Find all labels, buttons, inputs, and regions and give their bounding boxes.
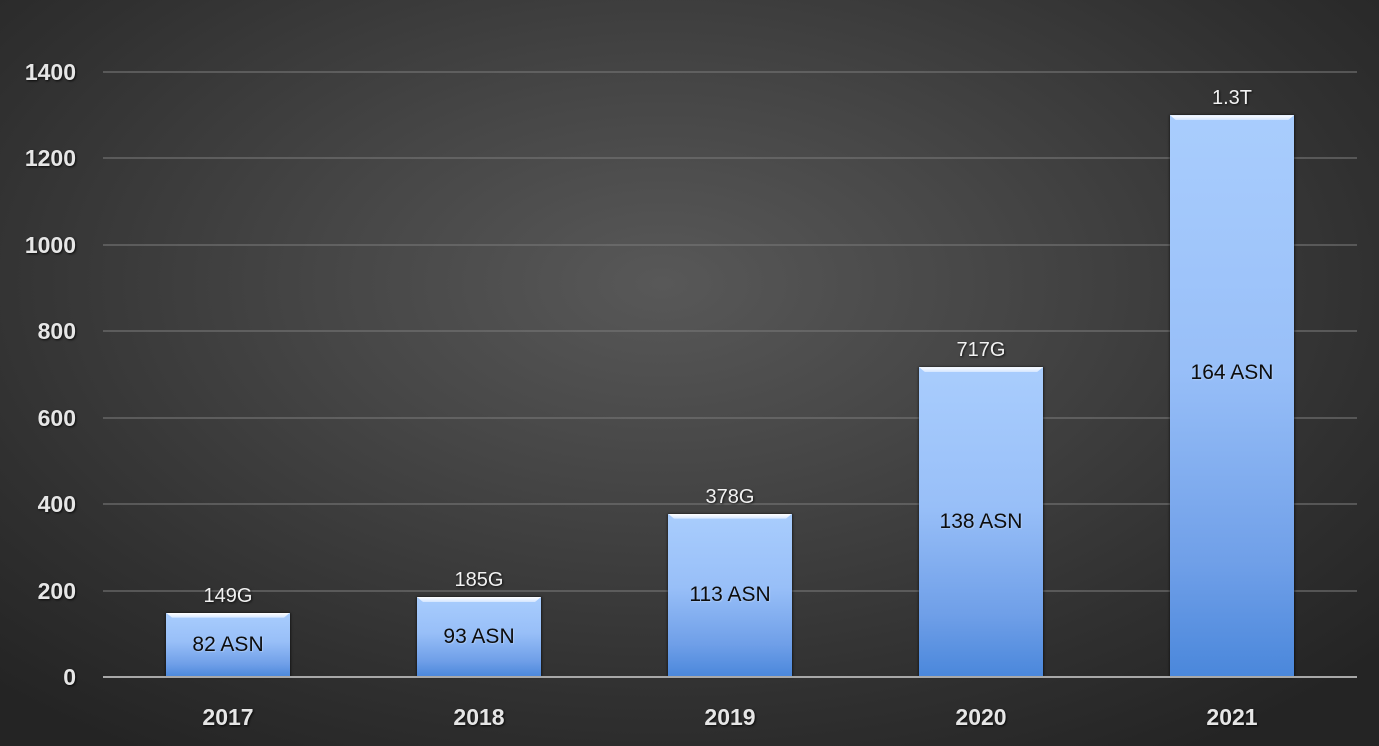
y-axis-tick-label: 400 bbox=[37, 491, 76, 518]
bar-asn-label: 164 ASN bbox=[1190, 361, 1274, 385]
bar-value-label: 149G bbox=[203, 584, 253, 607]
gridline bbox=[103, 157, 1357, 160]
x-axis-tick-label: 2018 bbox=[453, 704, 505, 730]
y-axis-tick-label: 1400 bbox=[24, 59, 76, 85]
bar-value-label: 185G bbox=[454, 569, 504, 592]
bar-asn-label: 93 ASN bbox=[443, 625, 515, 649]
gridline bbox=[103, 71, 1357, 73]
y-axis-tick-label: 1200 bbox=[24, 145, 76, 172]
bar-value-label: 1.3T bbox=[1211, 87, 1253, 110]
x-axis-tick-label: 2017 bbox=[202, 704, 254, 730]
y-axis-tick-label: 800 bbox=[37, 318, 76, 345]
x-axis-tick-label: 2021 bbox=[1206, 704, 1258, 730]
bar-asn-label: 138 ASN bbox=[939, 510, 1023, 534]
gridline bbox=[103, 243, 1357, 246]
y-axis-tick-label: 1000 bbox=[24, 231, 76, 258]
bar-2020: 138 ASN bbox=[919, 367, 1043, 677]
bar-value-label: 378G bbox=[705, 485, 755, 508]
gridline bbox=[103, 503, 1357, 506]
gridline bbox=[103, 416, 1357, 419]
bar-2017: 82 ASN bbox=[166, 612, 290, 677]
y-axis-tick-label: 600 bbox=[37, 404, 76, 431]
bar-2021: 164 ASN bbox=[1170, 115, 1294, 677]
x-axis-line bbox=[103, 676, 1357, 678]
bar-2018: 93 ASN bbox=[417, 597, 541, 677]
y-axis-tick-label: 0 bbox=[63, 664, 76, 690]
bar-asn-label: 82 ASN bbox=[192, 632, 264, 656]
y-axis-tick-label: 200 bbox=[37, 577, 76, 604]
x-axis-tick-label: 2019 bbox=[704, 704, 756, 730]
bar-2019: 113 ASN bbox=[668, 513, 792, 677]
bar-value-label: 717G bbox=[956, 339, 1006, 362]
gridline bbox=[103, 330, 1357, 333]
x-axis-tick-label: 2020 bbox=[955, 704, 1007, 730]
bar-asn-label: 113 ASN bbox=[689, 583, 771, 607]
